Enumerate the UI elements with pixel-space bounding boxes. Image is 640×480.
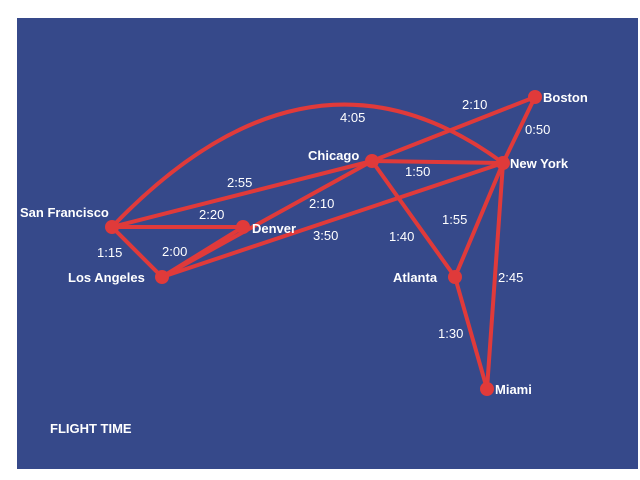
city-label-chi: Chicago — [308, 148, 359, 163]
city-label-den: Denver — [252, 221, 296, 236]
city-label-sf: San Francisco — [20, 205, 109, 220]
city-label-ny: New York — [510, 156, 569, 171]
route-ny-atl — [453, 161, 505, 279]
time-label-la-den: 2:00 — [162, 244, 187, 259]
routes — [110, 95, 537, 391]
time-label-ny-bos: 0:50 — [525, 122, 550, 137]
time-label-sf-ny: 4:05 — [340, 110, 365, 125]
route-ny-bos — [501, 95, 537, 165]
route-la-chi — [160, 159, 374, 279]
city-label-bos: Boston — [543, 90, 588, 105]
city-node-mia — [480, 382, 494, 396]
city-label-atl: Atlanta — [393, 270, 438, 285]
time-label-ny-atl: 1:55 — [442, 212, 467, 227]
city-node-sf — [105, 220, 119, 234]
time-label-sf-chi: 2:55 — [227, 175, 252, 190]
time-label-sf-den: 2:20 — [199, 207, 224, 222]
route-la-ny — [160, 161, 505, 279]
city-node-bos — [528, 90, 542, 104]
city-node-atl — [448, 270, 462, 284]
time-label-sf-la: 1:15 — [97, 245, 122, 260]
time-label-la-chi: 2:10 — [309, 196, 334, 211]
time-label-chi-atl: 1:40 — [389, 229, 414, 244]
route-ny-mia — [485, 161, 505, 391]
city-label-mia: Miami — [495, 382, 532, 397]
time-label-chi-ny: 1:50 — [405, 164, 430, 179]
city-node-chi — [365, 154, 379, 168]
route-chi-atl — [370, 159, 457, 279]
time-label-la-ny: 3:50 — [313, 228, 338, 243]
map-title: FLIGHT TIME — [50, 421, 132, 436]
city-node-den — [236, 220, 250, 234]
time-label-ny-mia: 2:45 — [498, 270, 523, 285]
city-node-ny — [496, 156, 510, 170]
time-label-chi-bos: 2:10 — [462, 97, 487, 112]
city-nodes — [105, 90, 542, 396]
map-background — [17, 18, 638, 469]
city-label-la: Los Angeles — [68, 270, 145, 285]
city-node-la — [155, 270, 169, 284]
route-chi-bos — [370, 95, 537, 163]
route-sf-chi — [110, 159, 374, 229]
route-sf-la — [110, 225, 164, 279]
route-atl-mia — [453, 275, 489, 391]
time-label-atl-mia: 1:30 — [438, 326, 463, 341]
route-chi-ny — [370, 159, 505, 165]
